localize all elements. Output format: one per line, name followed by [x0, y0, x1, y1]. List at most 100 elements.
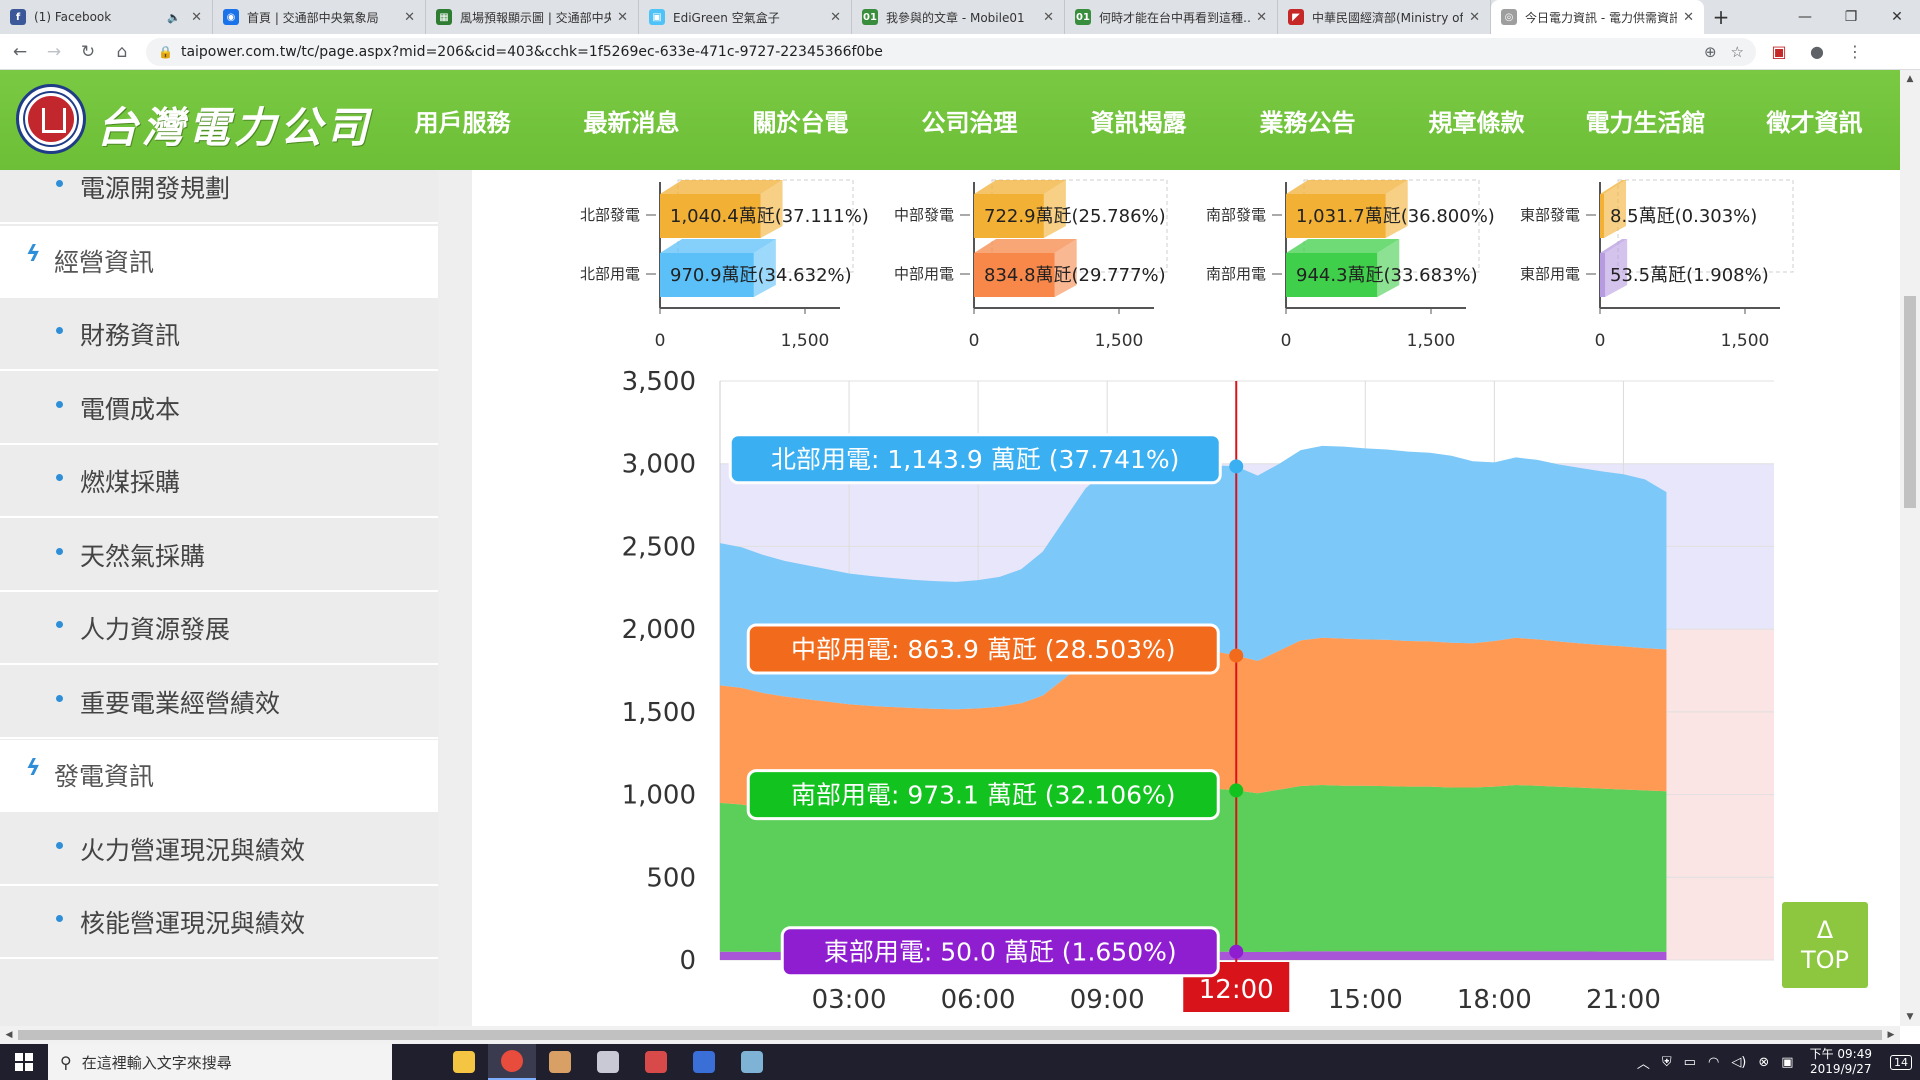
- sidebar-item[interactable]: 火力營運現況與績效: [0, 813, 438, 886]
- nav-item[interactable]: 電力生活館: [1585, 108, 1706, 137]
- sidebar-item[interactable]: 財務資訊: [0, 299, 438, 371]
- nav-item[interactable]: 資訊揭露: [1054, 70, 1223, 188]
- nav-item[interactable]: 用戶服務: [414, 108, 511, 137]
- bar-top-face: [1286, 180, 1408, 194]
- tab-close-icon[interactable]: ✕: [191, 9, 202, 25]
- sidebar-item[interactable]: 核能營運現況與績效: [0, 887, 438, 959]
- tab-close-icon[interactable]: ✕: [1043, 9, 1054, 25]
- forward-button[interactable]: →: [46, 41, 62, 62]
- tray-network-icon[interactable]: ◠: [1707, 1054, 1720, 1070]
- back-button[interactable]: ←: [12, 41, 28, 62]
- bar[interactable]: [1600, 194, 1604, 238]
- extension-icon[interactable]: ▣: [1771, 42, 1787, 61]
- tab-close-icon[interactable]: ✕: [1256, 9, 1267, 25]
- sidebar-item[interactable]: 電源開發規劃: [0, 170, 438, 224]
- tab-audio-icon[interactable]: 🔈: [167, 10, 182, 24]
- start-button[interactable]: [0, 1044, 48, 1080]
- maximize-button[interactable]: ❐: [1844, 9, 1858, 25]
- brand-name[interactable]: 台灣電力公司: [96, 103, 373, 152]
- scroll-up-arrow-icon[interactable]: ▲: [1906, 74, 1914, 84]
- tray-security-icon[interactable]: ⛨: [1661, 1054, 1672, 1070]
- browser-tab[interactable]: 01 何時才能在台中再看到這種… ✕: [1065, 0, 1278, 34]
- bar[interactable]: [1600, 253, 1606, 297]
- tab-close-icon[interactable]: ✕: [1469, 9, 1480, 25]
- tab-title: (1) Facebook: [34, 10, 112, 24]
- scroll-right-arrow-icon[interactable]: ▶: [1887, 1030, 1895, 1040]
- crosshair-x-label: 12:00: [1199, 975, 1274, 1005]
- sidebar-item[interactable]: 重要電業經營績效: [0, 666, 438, 739]
- nav-item[interactable]: 最新消息: [583, 108, 680, 137]
- y-tick-label: 1,500: [622, 698, 696, 728]
- tab-favicon-icon: ▣: [649, 9, 665, 25]
- tray-ime-icon[interactable]: ⊗: [1758, 1054, 1770, 1070]
- browser-tab[interactable]: ◤ 中華民國經濟部(Ministry of Ec… ✕: [1278, 0, 1491, 34]
- vertical-scroll-thumb[interactable]: [1904, 296, 1916, 508]
- bookmark-star-icon[interactable]: ☆: [1730, 42, 1744, 61]
- sidebar-category[interactable]: ϟ 經營資訊: [0, 225, 438, 298]
- notification-center-button[interactable]: 14: [1882, 1044, 1920, 1080]
- sidebar-item-label: 重要電業經營績效: [80, 688, 281, 718]
- taskbar-app[interactable]: [680, 1044, 728, 1080]
- bar[interactable]: [660, 253, 754, 297]
- app-icon-2: [597, 1051, 619, 1073]
- bar[interactable]: [1286, 194, 1386, 238]
- taskbar-app[interactable]: [728, 1044, 776, 1080]
- app-icon-4: [693, 1051, 715, 1073]
- back-to-top-button[interactable]: Δ TOP: [1782, 902, 1868, 988]
- scroll-left-arrow-icon[interactable]: ◀: [5, 1030, 13, 1040]
- browser-tab[interactable]: ▣ EdiGreen 空氣盒子 ✕: [639, 0, 852, 34]
- browser-tab[interactable]: 01 我參與的文章 - Mobile01 ✕: [852, 0, 1065, 34]
- menu-kebab-icon[interactable]: ⋮: [1847, 42, 1863, 61]
- nav-item[interactable]: 規章條款: [1428, 108, 1525, 137]
- taskbar-clock[interactable]: 下午 09:49 2019/9/27: [1810, 1047, 1872, 1077]
- home-button[interactable]: ⌂: [116, 41, 128, 62]
- bar[interactable]: [1286, 253, 1378, 297]
- browser-tab[interactable]: ◉ 首頁 | 交通部中央氣象局 ✕: [213, 0, 426, 34]
- taskbar-app[interactable]: [584, 1044, 632, 1080]
- close-window-button[interactable]: ✕: [1891, 9, 1903, 25]
- tab-close-icon[interactable]: ✕: [830, 9, 841, 25]
- bar-category-label: 南部用電: [1206, 265, 1266, 283]
- taskbar-app[interactable]: [536, 1044, 584, 1080]
- sidebar-item[interactable]: 電價成本: [0, 372, 438, 445]
- tray-battery-icon[interactable]: ▭: [1683, 1054, 1696, 1070]
- browser-tab[interactable]: ◎ 今日電力資訊 - 電力供需資訊 ✕: [1491, 0, 1704, 34]
- bar[interactable]: [660, 194, 761, 238]
- browser-tab[interactable]: ▦ 風場預報顯示圖 | 交通部中央氣象局 ✕: [426, 0, 639, 34]
- taskbar-app[interactable]: [440, 1044, 488, 1080]
- tab-close-icon[interactable]: ✕: [1683, 9, 1694, 25]
- reload-button[interactable]: ↻: [80, 41, 96, 62]
- horizontal-scrollbar[interactable]: ◀ ▶: [0, 1026, 1900, 1044]
- sidebar-category[interactable]: ϟ 發電資訊: [0, 740, 438, 812]
- scroll-down-arrow-icon[interactable]: ▼: [1906, 1012, 1914, 1022]
- url-input[interactable]: 🔒 taipower.com.tw/tc/page.aspx?mid=206&c…: [146, 37, 1756, 66]
- tab-close-icon[interactable]: ✕: [617, 9, 628, 25]
- tray-chevron-up-icon[interactable]: ︿: [1636, 1056, 1650, 1072]
- taipower-logo[interactable]: [16, 84, 86, 154]
- tray-input-icon[interactable]: ▣: [1781, 1054, 1794, 1070]
- nav-item[interactable]: 業務公告: [1259, 108, 1356, 137]
- new-tab-button[interactable]: +: [1712, 5, 1730, 29]
- zoom-icon[interactable]: ⊕: [1703, 42, 1717, 61]
- nav-item[interactable]: 徵才資訊: [1766, 108, 1863, 137]
- area-series-2[interactable]: [720, 784, 1667, 953]
- tab-close-icon[interactable]: ✕: [404, 9, 415, 25]
- vertical-scrollbar[interactable]: ▲ ▼: [1900, 70, 1920, 1026]
- sidebar-item[interactable]: 燃煤採購: [0, 446, 438, 518]
- bar[interactable]: [974, 194, 1044, 238]
- nav-item[interactable]: 關於台電: [752, 108, 849, 137]
- taskbar-app[interactable]: [488, 1044, 536, 1080]
- browser-tab[interactable]: f (1) Facebook 🔈 ✕: [0, 0, 213, 34]
- taskbar-search-box[interactable]: ⚲ 在這裡輸入文字來搜尋: [48, 1044, 392, 1080]
- sidebar-item[interactable]: 人力資源發展: [0, 593, 438, 665]
- tray-volume-icon[interactable]: ◁): [1731, 1054, 1747, 1070]
- bar-side-face: [1043, 180, 1066, 238]
- horizontal-scroll-thumb[interactable]: [18, 1030, 1882, 1040]
- bar-category-label: 北部發電: [580, 206, 640, 224]
- bar[interactable]: [974, 253, 1055, 297]
- profile-avatar-icon[interactable]: ●: [1810, 42, 1824, 61]
- taskbar-app[interactable]: [632, 1044, 680, 1080]
- nav-item[interactable]: 公司治理: [921, 108, 1018, 137]
- sidebar-item[interactable]: 天然氣採購: [0, 519, 438, 592]
- minimize-button[interactable]: —: [1798, 9, 1812, 25]
